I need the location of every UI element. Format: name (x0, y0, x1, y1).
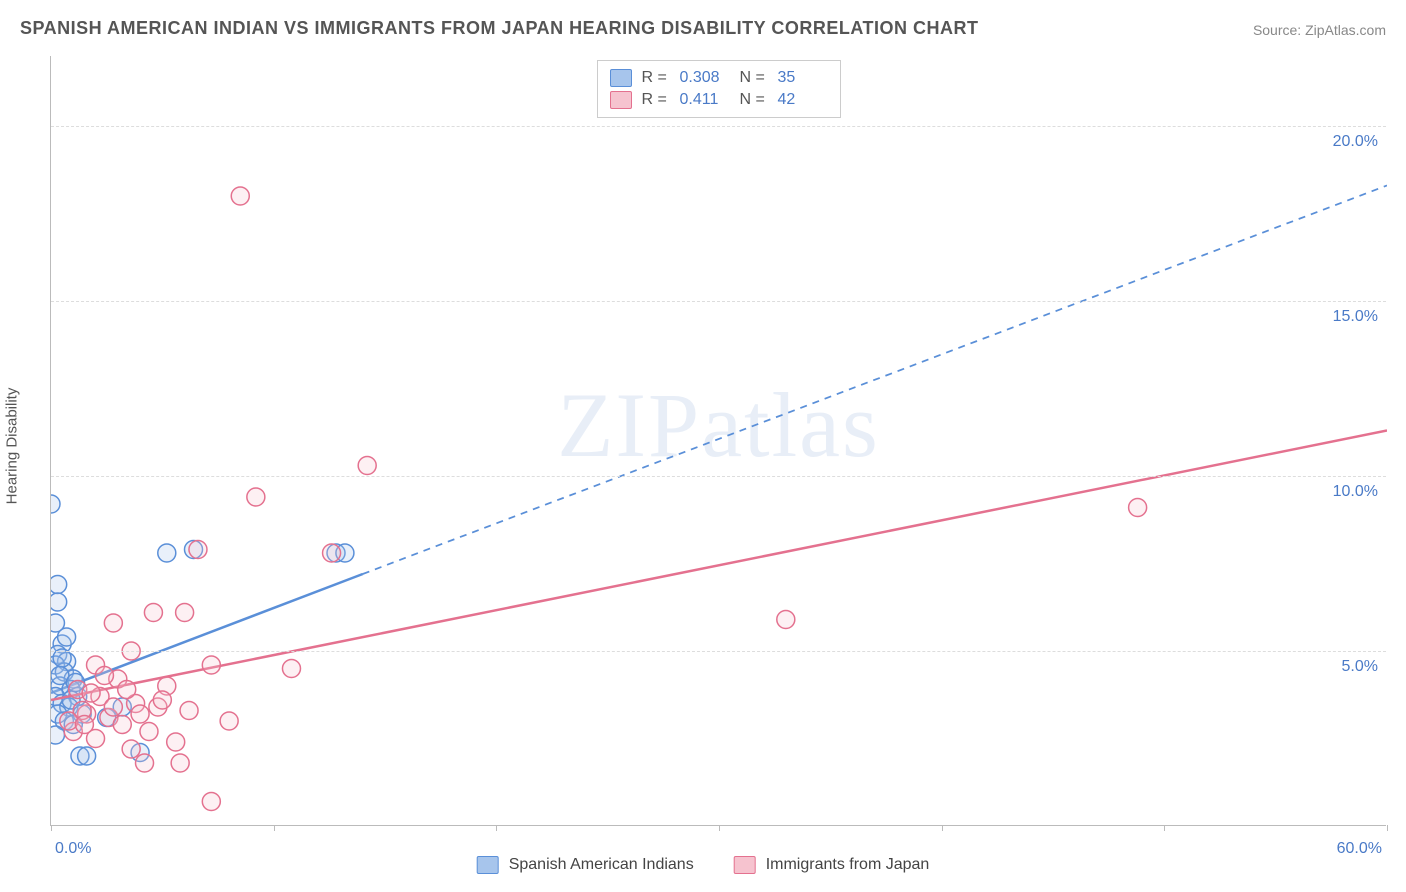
data-point (158, 544, 176, 562)
data-point (282, 660, 300, 678)
legend-label-series-2: Immigrants from Japan (766, 856, 930, 874)
chart-container: SPANISH AMERICAN INDIAN VS IMMIGRANTS FR… (0, 0, 1406, 892)
legend-label-series-1: Spanish American Indians (509, 856, 694, 874)
data-point (113, 716, 131, 734)
data-point (75, 716, 93, 734)
data-point (323, 544, 341, 562)
data-point (51, 593, 67, 611)
data-point (78, 747, 96, 765)
data-point (1129, 499, 1147, 517)
plot-area: ZIPatlas R = 0.308 N = 35 R = 0.411 N = … (50, 56, 1386, 826)
gridline-h (51, 476, 1386, 477)
data-point (82, 684, 100, 702)
data-point (140, 723, 158, 741)
legend-swatch-series-2 (734, 856, 756, 874)
data-point (176, 604, 194, 622)
gridline-h (51, 301, 1386, 302)
data-point (247, 488, 265, 506)
data-point (144, 604, 162, 622)
gridline-h (51, 126, 1386, 127)
gridline-h (51, 651, 1386, 652)
y-axis-label: Hearing Disability (4, 388, 21, 505)
data-point (104, 614, 122, 632)
y-tick-label: 10.0% (1333, 483, 1378, 501)
data-point (122, 740, 140, 758)
data-point (202, 656, 220, 674)
data-point (118, 681, 136, 699)
x-tick-label-max: 60.0% (1337, 840, 1382, 858)
data-point (189, 541, 207, 559)
data-point (167, 733, 185, 751)
x-tick (719, 825, 720, 831)
plot-svg (51, 56, 1387, 826)
data-point (231, 187, 249, 205)
data-point (51, 726, 64, 744)
data-point (358, 457, 376, 475)
source-attribution: Source: ZipAtlas.com (1253, 22, 1386, 38)
bottom-legend: Spanish American Indians Immigrants from… (477, 856, 930, 874)
data-point (171, 754, 189, 772)
data-point (58, 628, 76, 646)
legend-item-series-1: Spanish American Indians (477, 856, 694, 874)
data-point (777, 611, 795, 629)
y-tick-label: 20.0% (1333, 133, 1378, 151)
trend-line-dashed (363, 186, 1387, 575)
data-point (136, 754, 154, 772)
chart-title: SPANISH AMERICAN INDIAN VS IMMIGRANTS FR… (20, 18, 979, 39)
y-tick-label: 15.0% (1333, 308, 1378, 326)
data-point (220, 712, 238, 730)
x-tick (274, 825, 275, 831)
trend-line-solid (51, 431, 1387, 701)
data-point (202, 793, 220, 811)
data-point (51, 576, 67, 594)
x-tick (1164, 825, 1165, 831)
legend-swatch-series-1 (477, 856, 499, 874)
x-tick (51, 825, 52, 831)
legend-item-series-2: Immigrants from Japan (734, 856, 930, 874)
x-tick (496, 825, 497, 831)
y-tick-label: 5.0% (1342, 658, 1378, 676)
data-point (180, 702, 198, 720)
x-tick (942, 825, 943, 831)
data-point (131, 705, 149, 723)
data-point (51, 495, 60, 513)
data-point (153, 691, 171, 709)
x-tick-label-min: 0.0% (55, 840, 91, 858)
data-point (95, 667, 113, 685)
data-point (104, 698, 122, 716)
x-tick (1387, 825, 1388, 831)
